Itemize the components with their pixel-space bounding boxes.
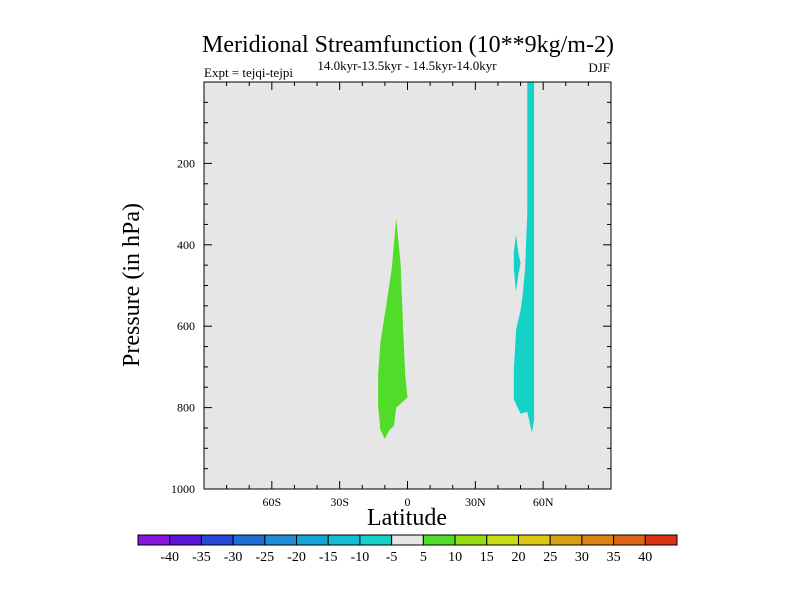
chart-title: Meridional Streamfunction (10**9kg/m-2) — [202, 32, 614, 58]
period-label: 14.0kyr-13.5kyr - 14.5kyr-14.0kyr — [317, 58, 497, 73]
y-tick-label: 800 — [177, 401, 195, 415]
region-positive-5-10 — [378, 218, 408, 439]
colorbar-box — [327, 534, 361, 546]
colorbar-box — [169, 534, 202, 546]
colorbar-box — [232, 534, 266, 546]
colorbar-label: -10 — [351, 550, 370, 565]
colorbar-box — [644, 534, 678, 546]
y-tick-label: 1000 — [171, 482, 195, 496]
colorbar-label: -5 — [386, 550, 398, 565]
y-tick-label: 600 — [177, 319, 195, 333]
colorbar-label: 5 — [420, 550, 427, 565]
colorbar-label: -30 — [224, 550, 243, 565]
x-axis-label: Latitude — [367, 505, 447, 531]
x-tick-label: 0 — [405, 495, 411, 509]
colorbar-label: -35 — [192, 550, 211, 565]
colorbar-box — [137, 534, 171, 546]
x-tick-label: 60S — [262, 495, 281, 509]
region-negative-10-5-column — [513, 82, 535, 433]
colorbar-label: 35 — [607, 550, 621, 565]
colorbar-label: 15 — [480, 550, 494, 565]
experiment-label: Expt = tejqi-tejpi — [204, 65, 293, 80]
colorbar-label: -40 — [160, 550, 179, 565]
colorbar-label: 25 — [543, 550, 557, 565]
colorbar-box — [581, 534, 615, 546]
colorbar: -40 -35 -30 -25 -20 -15 -10 -5 5 10 15 20 25 30 35 40 — [137, 534, 678, 565]
colorbar-label: 40 — [638, 550, 652, 565]
season-label: DJF — [588, 60, 610, 75]
x-tick-label: 30N — [465, 495, 486, 509]
y-tick-label: 400 — [177, 238, 195, 252]
x-tick-label: 30S — [330, 495, 349, 509]
x-axis-ticks: 60S 30S 0 30N 60N — [226, 82, 589, 509]
colorbar-label: 20 — [512, 550, 526, 565]
colorbar-box — [613, 534, 646, 546]
colorbar-box — [391, 534, 424, 546]
colorbar-box — [200, 534, 234, 546]
colorbar-box — [549, 534, 583, 546]
colorbar-box — [359, 534, 393, 546]
x-tick-label: 60N — [533, 495, 554, 509]
contour-regions — [378, 82, 535, 439]
y-axis-ticks: 200 400 600 800 1000 — [171, 156, 611, 496]
colorbar-label: -25 — [255, 550, 274, 565]
colorbar-box — [296, 534, 329, 546]
y-axis-label: Pressure (in hPa) — [119, 203, 145, 367]
y-tick-label: 200 — [177, 156, 195, 170]
plot-background — [204, 82, 611, 489]
colorbar-box — [422, 534, 456, 546]
colorbar-label: -20 — [287, 550, 306, 565]
colorbar-label: -15 — [319, 550, 338, 565]
colorbar-label: 30 — [575, 550, 589, 565]
y-minor-ticks — [204, 101, 611, 470]
colorbar-box — [264, 534, 298, 546]
colorbar-label: 10 — [448, 550, 462, 565]
colorbar-box — [517, 534, 551, 546]
colorbar-box — [486, 534, 519, 546]
colorbar-box — [454, 534, 488, 546]
region-negative-10-5-sliver — [513, 234, 521, 292]
